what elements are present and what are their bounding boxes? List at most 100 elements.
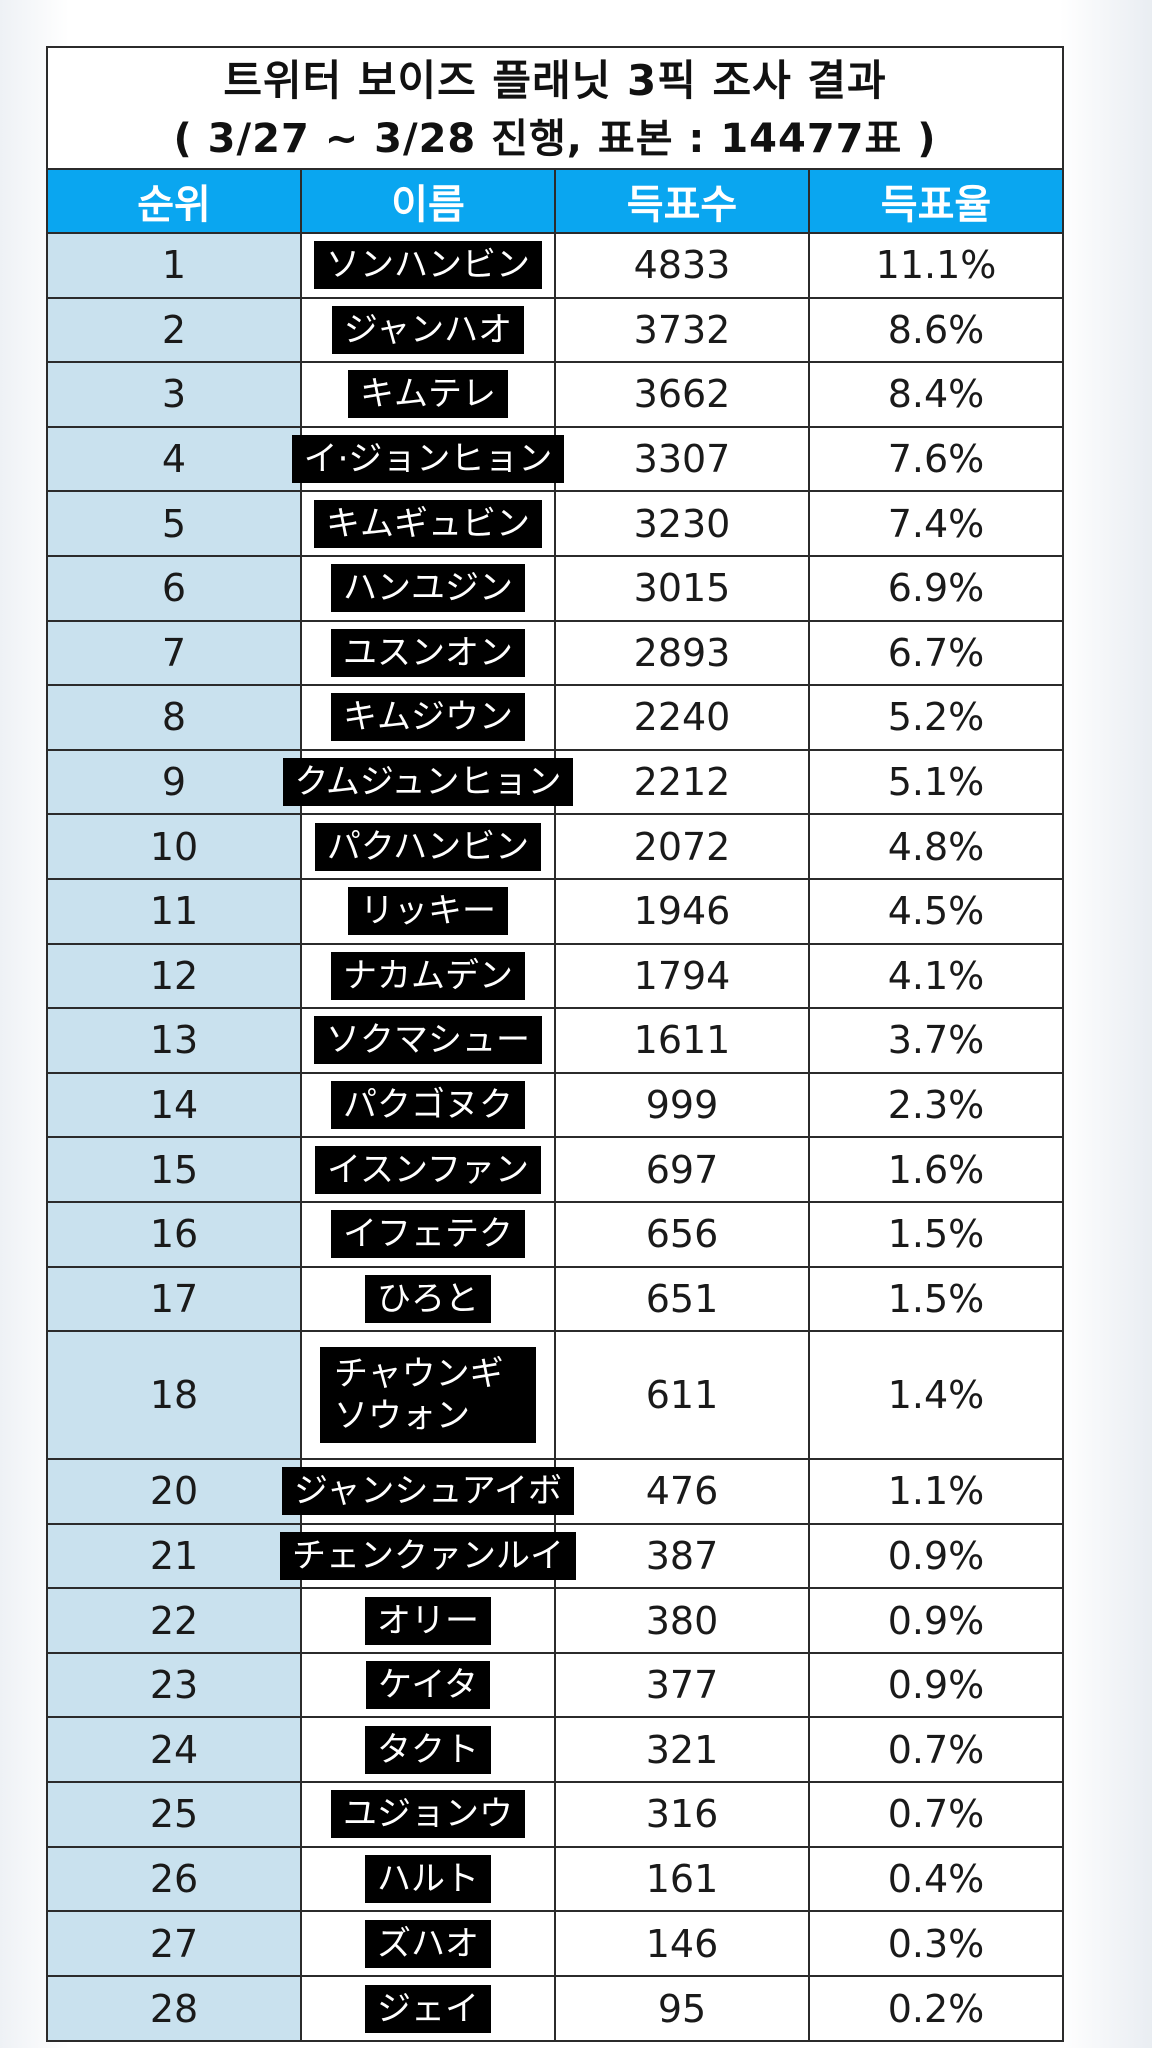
votes-cell: 697	[556, 1138, 810, 1201]
rate-cell: 6.7%	[887, 630, 985, 675]
name-label: ユスンオン	[331, 628, 525, 677]
table-row: 23 ケイタ 377 0.9%	[48, 1653, 1062, 1719]
name-label: イ·ジョンヒョン	[291, 435, 565, 484]
name-cell: パクゴヌク	[302, 1073, 556, 1137]
rank-cell: 2	[48, 298, 302, 362]
rank-cell: 7	[48, 621, 302, 685]
table-row: 2 ジャンハオ 3732 8.6%	[48, 298, 1062, 364]
name-cell: ジャンハオ	[302, 298, 556, 362]
name-cell: ハルト	[302, 1847, 556, 1911]
rank-cell: 8	[48, 686, 302, 749]
table-row: 26 ハルト 161 0.4%	[48, 1847, 1062, 1913]
table-row: 9 クムジュンヒョン 2212 5.1%	[48, 750, 1062, 816]
name-cell: ハンユジン	[302, 556, 556, 620]
votes-cell: 1794	[556, 944, 810, 1008]
rate-cell: 4.5%	[887, 889, 985, 934]
rate-cell: 11.1%	[875, 243, 997, 288]
table-header-row: 순위 이름 득표수 득표율	[48, 170, 1062, 234]
table-row: 8 キムジウン 2240 5.2%	[48, 686, 1062, 751]
votes-cell: 377	[556, 1653, 810, 1717]
rank-cell: 14	[48, 1073, 302, 1137]
header-rate: 득표율	[810, 170, 1062, 232]
rate-cell: 6.9%	[887, 566, 985, 611]
name-label: ジャンシュアイボ	[282, 1467, 574, 1516]
rank-cell: 26	[48, 1847, 302, 1911]
rate-cell: 0.4%	[887, 1856, 985, 1901]
name-cell: チェンクァンルイ	[280, 1524, 576, 1588]
table-row: 12 ナカムデン 1794 4.1%	[48, 944, 1062, 1010]
name-label: イフェテク	[331, 1210, 525, 1259]
rank-cell: 20	[48, 1460, 302, 1523]
table-row: 3 キムテレ 3662 8.4%	[48, 363, 1062, 428]
rank-cell: 16	[48, 1202, 302, 1266]
header-rank: 순위	[48, 170, 302, 232]
rate-cell: 5.2%	[887, 695, 985, 740]
table-row: 20 ジャンシュアイボ 476 1.1%	[48, 1460, 1062, 1525]
name-cell: ひろと	[302, 1267, 556, 1331]
name-label: クムジュンヒョン	[282, 758, 574, 807]
rate-cell: 0.9%	[887, 1663, 985, 1708]
name-label: タクト	[365, 1725, 491, 1774]
name-cell: パクハンビン	[302, 815, 556, 878]
rate-cell: 0.3%	[887, 1921, 985, 1966]
name-cell: リッキー	[302, 879, 556, 943]
name-cell: イフェテク	[302, 1202, 556, 1266]
name-cell: オリー	[302, 1589, 556, 1652]
votes-cell: 1611	[556, 1009, 810, 1072]
rate-cell: 1.5%	[887, 1276, 985, 1321]
table-body: 1 ソンハンビン 4833 11.1% 2 ジャンハオ 3732 8.6% 3 キムテレ 3662 8…	[48, 234, 1062, 2040]
votes-cell: 316	[556, 1783, 810, 1846]
name-cell: ソンハンビン	[302, 234, 556, 297]
rate-cell: 2.3%	[887, 1083, 985, 1128]
votes-cell: 2893	[556, 621, 810, 685]
rate-cell: 3.7%	[887, 1018, 985, 1063]
votes-cell: 161	[556, 1847, 810, 1911]
name-label: イスンファン	[315, 1145, 541, 1194]
rate-cell: 0.9%	[887, 1533, 985, 1578]
table-row: 17 ひろと 651 1.5%	[48, 1267, 1062, 1333]
rank-cell: 9	[48, 750, 302, 814]
table-row: 18 チャウンギ ソウォン 611 1.4%	[48, 1332, 1062, 1461]
name-label: ジェイ	[365, 1985, 491, 2034]
name-cell: キムジウン	[302, 686, 556, 749]
rank-cell: 24	[48, 1718, 302, 1782]
table-row: 1 ソンハンビン 4833 11.1%	[48, 234, 1062, 299]
votes-cell: 476	[556, 1460, 810, 1523]
table-row: 4 イ·ジョンヒョン 3307 7.6%	[48, 427, 1062, 493]
table-row: 14 パクゴヌク 999 2.3%	[48, 1073, 1062, 1139]
votes-cell: 656	[556, 1202, 810, 1266]
name-label: ユジョンウ	[331, 1790, 525, 1839]
rank-cell: 6	[48, 556, 302, 620]
table-row: 10 パクハンビン 2072 4.8%	[48, 815, 1062, 880]
name-cell: クムジュンヒョン	[282, 750, 574, 814]
rank-cell: 27	[48, 1912, 302, 1975]
name-cell: ナカムデン	[302, 944, 556, 1008]
rank-cell: 15	[48, 1138, 302, 1201]
name-label: オリー	[365, 1596, 491, 1645]
rate-cell: 0.9%	[887, 1598, 985, 1643]
poll-results-sheet: 트위터 보이즈 플래닛 3픽 조사 결과 ( 3/27 ~ 3/28 진행, 표…	[46, 46, 1064, 2042]
title-block: 트위터 보이즈 플래닛 3픽 조사 결과 ( 3/27 ~ 3/28 진행, 표…	[48, 48, 1062, 170]
name-cell: ユジョンウ	[302, 1783, 556, 1846]
name-label: キムジウン	[331, 693, 525, 742]
table-row: 11 リッキー 1946 4.5%	[48, 879, 1062, 945]
name-label: パクゴヌク	[331, 1081, 525, 1130]
votes-cell: 146	[556, 1912, 810, 1975]
name-label: ナカムデン	[331, 951, 525, 1000]
name-label: ハルト	[365, 1854, 491, 1903]
table-row: 24 タクト 321 0.7%	[48, 1718, 1062, 1784]
votes-cell: 3230	[556, 492, 810, 555]
votes-cell: 611	[556, 1332, 810, 1459]
rate-cell: 0.2%	[887, 1987, 985, 2032]
votes-cell: 3732	[556, 298, 810, 362]
votes-cell: 2212	[556, 750, 810, 814]
name-cell: ユスンオン	[302, 621, 556, 685]
name-cell: イスンファン	[302, 1138, 556, 1201]
poll-title: 트위터 보이즈 플래닛 3픽 조사 결과	[223, 56, 887, 105]
name-cell: キムテレ	[302, 363, 556, 426]
rate-cell: 1.6%	[887, 1147, 985, 1192]
votes-cell: 3307	[556, 427, 810, 491]
table-row: 5 キムギュビン 3230 7.4%	[48, 492, 1062, 557]
rank-cell: 10	[48, 815, 302, 878]
votes-cell: 2240	[556, 686, 810, 749]
